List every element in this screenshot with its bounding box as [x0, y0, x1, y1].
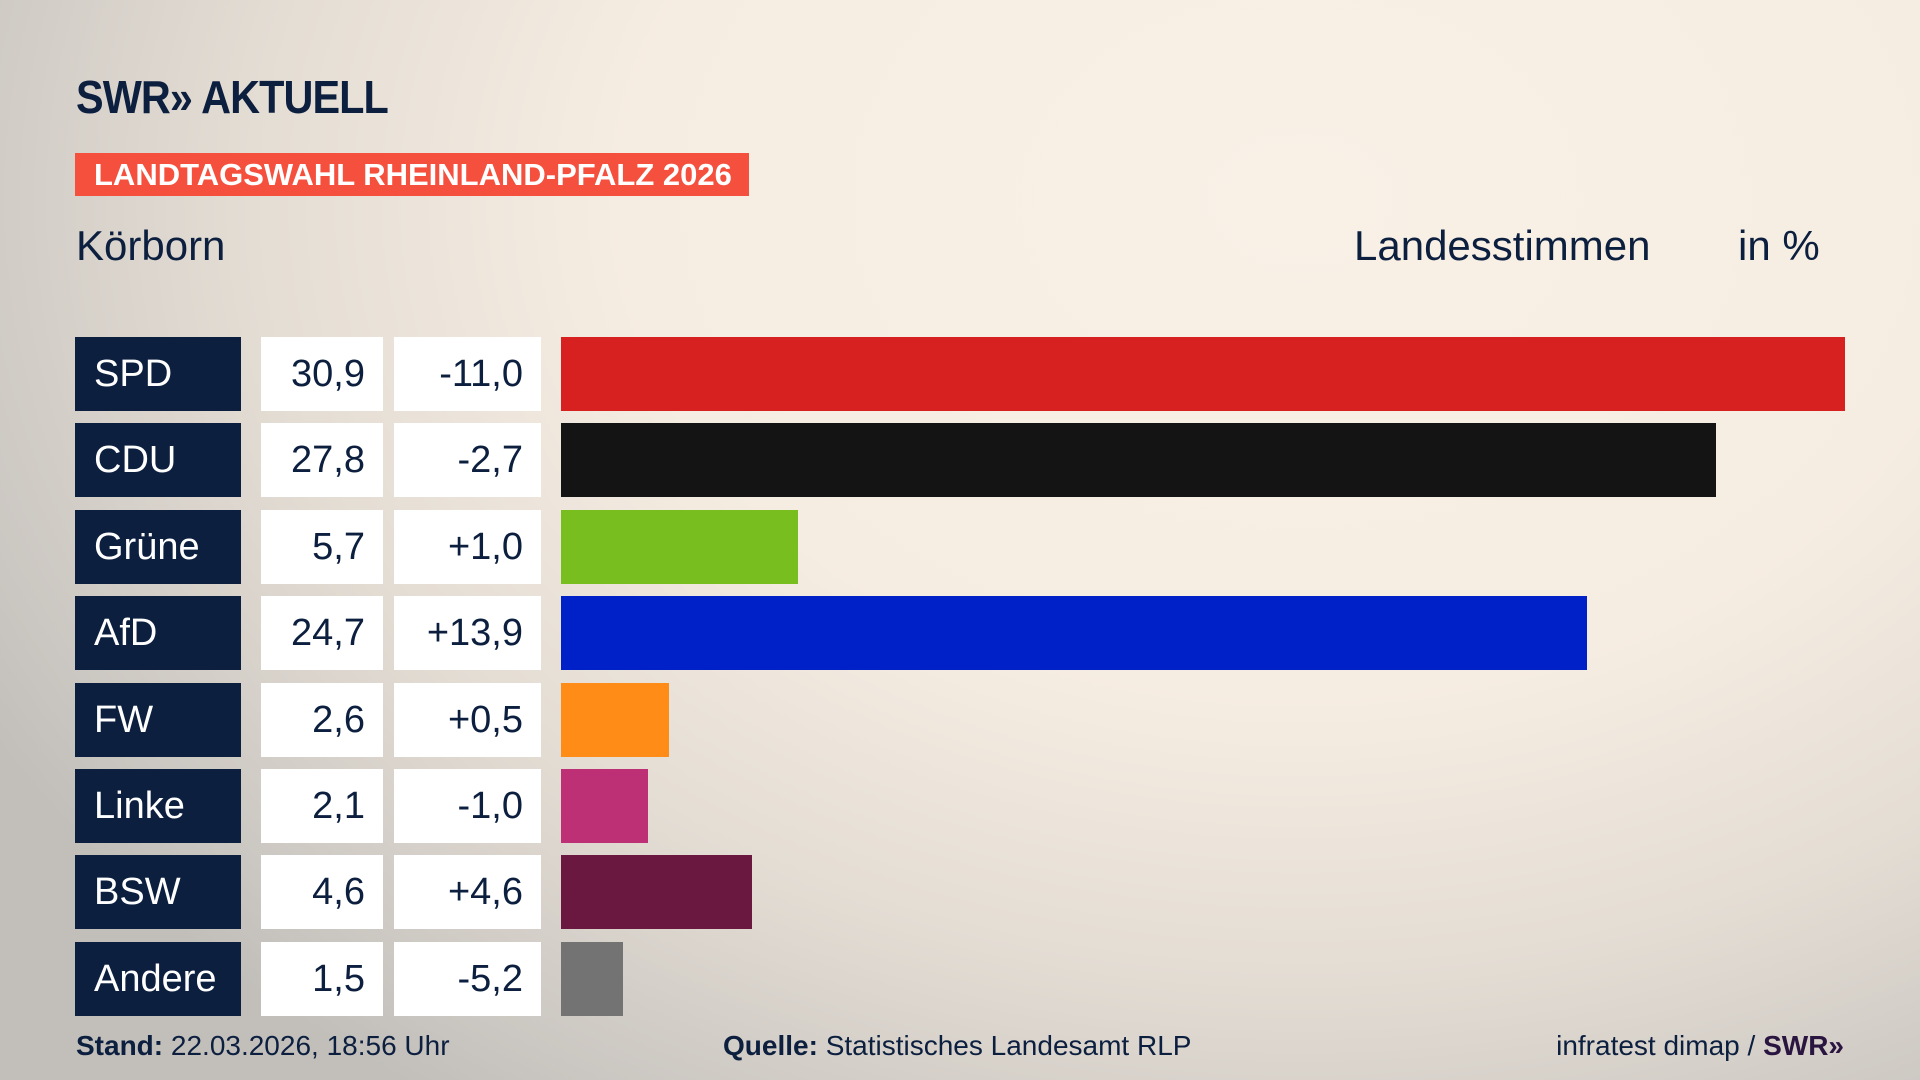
chart-row: CDU 27,8 -2,7 [0, 423, 1920, 498]
change-label: +0,5 [394, 682, 541, 757]
stand-label: Stand: [76, 1030, 164, 1061]
party-label: FW [75, 682, 241, 757]
party-label: AfD [75, 596, 241, 671]
source-value: Statistisches Landesamt RLP [817, 1030, 1192, 1061]
election-banner: LANDTAGSWAHL RHEINLAND-PFALZ 2026 [75, 153, 749, 196]
bar-afd [561, 596, 1588, 671]
value-label: 2,6 [261, 682, 383, 757]
chart-row: Grüne 5,7 +1,0 [0, 509, 1920, 584]
stand-value: 22.03.2026, 18:56 Uhr [163, 1030, 450, 1061]
credit-text: infratest dimap / [1556, 1030, 1764, 1061]
chart-row: FW 2,6 +0,5 [0, 682, 1920, 757]
value-label: 27,8 [261, 423, 383, 498]
value-label: 2,1 [261, 769, 383, 843]
bar-bsw [561, 855, 753, 930]
change-label: -5,2 [394, 941, 541, 1016]
metric-label: Landesstimmen [1354, 222, 1651, 269]
value-label: 24,7 [261, 596, 383, 671]
bar-linke [561, 769, 649, 843]
change-label: +4,6 [394, 855, 541, 930]
change-label: -2,7 [394, 423, 541, 498]
value-label: 1,5 [261, 941, 383, 1016]
unit-label: in % [1738, 222, 1820, 269]
bar-spd [561, 337, 1845, 411]
value-label: 4,6 [261, 855, 383, 930]
bar-cdu [561, 423, 1717, 498]
source: Quelle: Statistisches Landesamt RLP [723, 1030, 1191, 1062]
bar-grüne [561, 509, 798, 584]
chart-row: Andere 1,5 -5,2 [0, 941, 1920, 1016]
change-label: -11,0 [394, 337, 541, 411]
party-label: CDU [75, 423, 241, 498]
credit: infratest dimap / SWR» [1556, 1030, 1844, 1062]
source-label: Quelle: [723, 1030, 818, 1061]
chart-row: Linke 2,1 -1,0 [0, 769, 1920, 843]
party-label: Andere [75, 941, 241, 1016]
change-label: +13,9 [394, 596, 541, 671]
bar-fw [561, 682, 670, 757]
party-label: SPD [75, 337, 241, 411]
change-label: +1,0 [394, 509, 541, 584]
bar-andere [561, 941, 624, 1016]
change-label: -1,0 [394, 769, 541, 843]
value-label: 30,9 [261, 337, 383, 411]
swr-logo-small: SWR» [1763, 1030, 1844, 1061]
chart-row: BSW 4,6 +4,6 [0, 855, 1920, 930]
party-label: Linke [75, 769, 241, 843]
swr-aktuell-logo: SWR» AKTUELL [76, 71, 389, 123]
chart-row: SPD 30,9 -11,0 [0, 337, 1920, 411]
party-label: Grüne [75, 509, 241, 584]
location-title: Körborn [76, 222, 226, 269]
party-label: BSW [75, 855, 241, 930]
timestamp: Stand: 22.03.2026, 18:56 Uhr [76, 1030, 450, 1062]
chart-row: AfD 24,7 +13,9 [0, 596, 1920, 671]
value-label: 5,7 [261, 509, 383, 584]
